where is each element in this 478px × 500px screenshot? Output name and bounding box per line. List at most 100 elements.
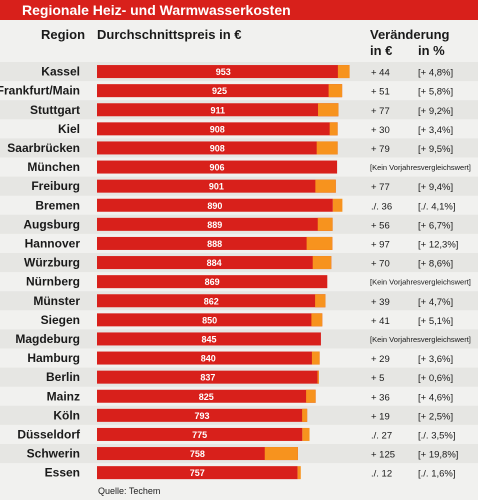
price-bar xyxy=(97,370,319,384)
change-pct-label: [+ 3,4%] xyxy=(418,125,453,136)
price-bar xyxy=(97,179,336,193)
change-abs-label: + 70 xyxy=(371,259,390,270)
price-value-label: 758 xyxy=(190,449,205,459)
header-region: Region xyxy=(41,27,86,42)
change-abs-label: + 79 xyxy=(371,144,390,155)
region-label: Düsseldorf xyxy=(17,427,81,441)
region-label: Hamburg xyxy=(27,351,80,365)
region-label: Augsburg xyxy=(23,217,80,231)
change-abs-label: + 5 xyxy=(371,373,384,384)
change-pct-label: [+ 9,2%] xyxy=(418,106,453,117)
no-comparison-note: [Kein Vorjahresvergleichswert] xyxy=(370,335,471,344)
change-segment xyxy=(332,198,343,212)
change-segment xyxy=(337,65,350,79)
price-bar xyxy=(97,389,316,403)
change-abs-label: + 44 xyxy=(371,68,390,79)
no-comparison-note: [Kein Vorjahresvergleichswert] xyxy=(370,278,471,287)
change-abs-label: + 77 xyxy=(371,106,390,117)
change-pct-label: [+ 6,7%] xyxy=(418,220,453,231)
change-abs-label: + 51 xyxy=(371,87,390,98)
price-bar xyxy=(97,122,338,136)
price-value-label: 869 xyxy=(205,277,220,287)
change-abs-label: + 56 xyxy=(371,220,390,231)
price-bar xyxy=(97,84,343,98)
change-pct-label: [+ 0,6%] xyxy=(418,373,453,384)
price-value-label: 862 xyxy=(204,296,219,306)
price-value-label: 837 xyxy=(200,373,215,383)
change-pct-label: [./. 3,5%] xyxy=(418,430,456,441)
change-pct-label: [+ 4,8%] xyxy=(418,68,453,79)
change-abs-label: + 97 xyxy=(371,239,390,250)
region-label: Bremen xyxy=(35,198,80,212)
header-change-abs: in € xyxy=(370,43,393,58)
change-abs-label: + 36 xyxy=(371,392,390,403)
change-segment xyxy=(329,122,338,136)
price-value-label: 906 xyxy=(210,163,225,173)
price-bar xyxy=(97,427,303,441)
price-value-label: 925 xyxy=(212,86,227,96)
region-label: Berlin xyxy=(46,370,80,384)
price-value-label: 890 xyxy=(207,201,222,211)
change-pct-label: [+ 9,5%] xyxy=(418,144,453,155)
price-value-label: 775 xyxy=(192,430,207,440)
change-pct-label: [+ 8,6%] xyxy=(418,259,453,270)
price-value-label: 901 xyxy=(209,182,224,192)
price-bar xyxy=(97,217,333,231)
chart-title: Regionale Heiz- und Warmwasserkosten xyxy=(22,2,291,18)
region-label: Magdeburg xyxy=(15,332,80,346)
region-label: Schwerin xyxy=(27,447,80,461)
region-label: Köln xyxy=(53,408,80,422)
change-pct-label: [+ 19,8%] xyxy=(418,450,458,461)
price-bar xyxy=(97,256,332,270)
region-label: Münster xyxy=(33,294,80,308)
region-label: Kiel xyxy=(58,122,80,136)
change-segment xyxy=(317,370,319,384)
no-comparison-note: [Kein Vorjahresvergleichswert] xyxy=(370,163,471,172)
region-label: Mainz xyxy=(47,389,80,403)
change-segment xyxy=(264,447,298,461)
price-bar xyxy=(97,141,338,155)
change-abs-label: + 30 xyxy=(371,125,390,136)
price-value-label: 953 xyxy=(216,67,231,77)
header-change: Veränderung xyxy=(370,27,450,42)
price-value-label: 911 xyxy=(210,105,225,115)
price-value-label: 889 xyxy=(207,220,222,230)
change-abs-label: + 19 xyxy=(371,411,390,422)
change-abs-label: + 125 xyxy=(371,450,395,461)
change-pct-label: [+ 4,6%] xyxy=(418,392,453,403)
change-pct-label: [+ 4,7%] xyxy=(418,297,453,308)
change-segment xyxy=(317,217,333,231)
region-label: Saarbrücken xyxy=(7,141,80,155)
change-segment xyxy=(311,351,320,365)
price-value-label: 888 xyxy=(207,239,222,249)
region-label: Essen xyxy=(45,466,80,480)
source-note: Quelle: Techem xyxy=(98,486,161,496)
change-segment xyxy=(318,103,339,117)
region-label: München xyxy=(27,160,80,174)
header-price: Durchschnittspreis in € xyxy=(97,27,242,42)
header-change-pct: in % xyxy=(418,43,445,58)
change-segment xyxy=(302,408,308,422)
price-value-label: 793 xyxy=(195,411,210,421)
change-pct-label: [./. 4,1%] xyxy=(418,201,456,212)
change-abs-label: + 77 xyxy=(371,182,390,193)
price-bar xyxy=(97,103,339,117)
region-label: Siegen xyxy=(41,313,80,327)
change-pct-label: [+ 9,4%] xyxy=(418,182,453,193)
region-label: Kassel xyxy=(41,65,80,79)
change-segment xyxy=(302,427,310,441)
change-pct-label: [+ 5,8%] xyxy=(418,87,453,98)
region-label: Nürnberg xyxy=(26,275,80,289)
price-bar xyxy=(97,65,350,79)
price-bar xyxy=(97,294,326,308)
price-value-label: 757 xyxy=(190,468,205,478)
price-bar xyxy=(97,275,328,289)
price-bar xyxy=(97,332,321,346)
change-pct-label: [+ 12,3%] xyxy=(418,239,458,250)
change-pct-label: [./. 1,6%] xyxy=(418,469,456,480)
change-abs-label: ./. 12 xyxy=(371,469,392,480)
price-value-label: 908 xyxy=(210,124,225,134)
price-value-label: 908 xyxy=(210,143,225,153)
region-label: Frankfurt/Main xyxy=(0,84,80,98)
